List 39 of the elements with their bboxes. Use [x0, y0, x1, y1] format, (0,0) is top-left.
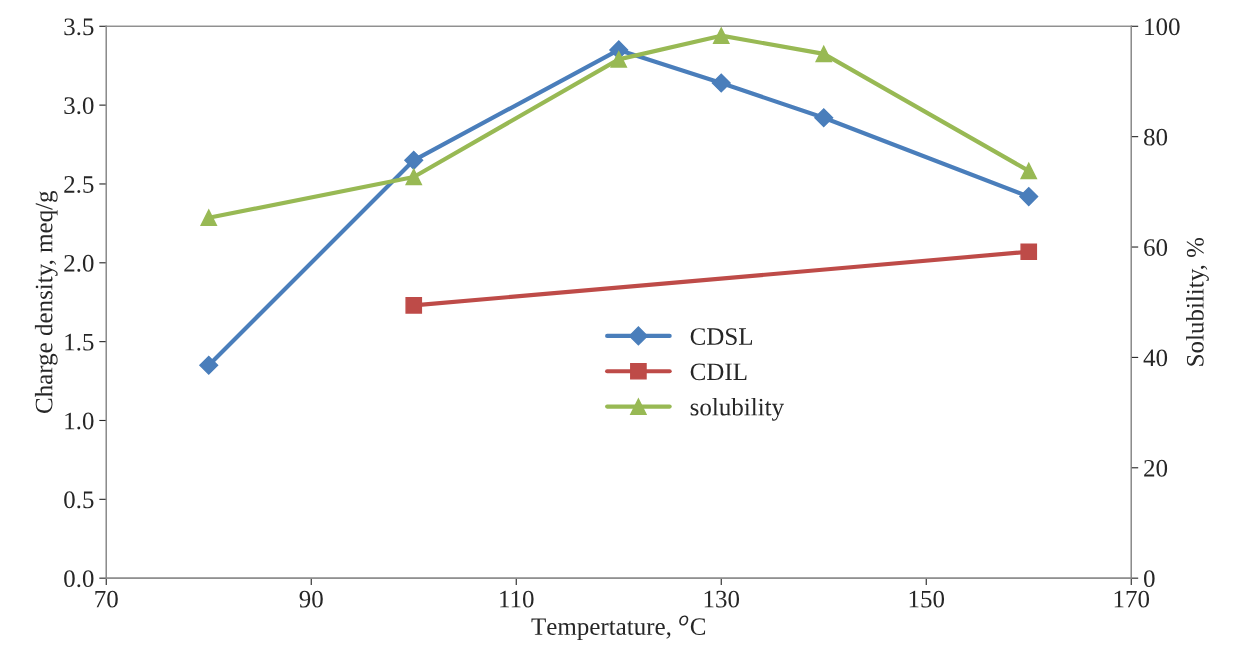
y2-tick-label: 80: [1144, 128, 1168, 146]
x-tick-label: 130: [704, 590, 740, 608]
y2-tick-label: 20: [1144, 459, 1168, 477]
x-tick-label: 90: [299, 590, 323, 608]
y2-tick-label: 100: [1145, 18, 1180, 36]
y2-axis-title: Solubility, %: [1186, 237, 1209, 366]
point: [815, 45, 833, 63]
x-tick-label: 70: [95, 590, 118, 608]
y-axis-title: Charge density, meq/g: [34, 190, 58, 413]
point: [814, 108, 834, 128]
legend-label: CDSL: [690, 328, 753, 345]
point: [712, 27, 730, 44]
y-tick-label: 1.0: [65, 412, 94, 430]
point: [711, 73, 731, 93]
point: [405, 297, 423, 314]
point: [1020, 162, 1038, 180]
point: [404, 150, 424, 170]
x-tick-label: 170: [1114, 590, 1150, 608]
point: [610, 51, 628, 68]
point: [200, 209, 218, 227]
y-tick-label: 3.0: [64, 97, 94, 115]
point: [199, 355, 219, 375]
y2-tick-label: 60: [1144, 239, 1168, 256]
y-tick-label: 0.0: [64, 570, 94, 588]
point: [1019, 187, 1039, 207]
legend-label: solubility: [690, 397, 785, 421]
y2-tick-label: 40: [1143, 349, 1168, 367]
x-tick-label: 110: [500, 590, 534, 608]
y-tick-label: 2.0: [64, 254, 94, 272]
point: [1020, 243, 1038, 261]
legend-label: CDIL: [690, 363, 747, 381]
y2-tick-label: 0: [1144, 570, 1155, 588]
y-tick-label: 1.5: [65, 333, 94, 351]
y-tick-label: 0.5: [64, 491, 94, 509]
y-tick-label: 2.5: [64, 176, 94, 193]
x-tick-label: 150: [909, 590, 945, 608]
x-axis-title: Tempertature, $^{o}$C: [531, 615, 706, 641]
point: [405, 168, 423, 186]
y-tick-label: 3.5: [64, 18, 94, 36]
